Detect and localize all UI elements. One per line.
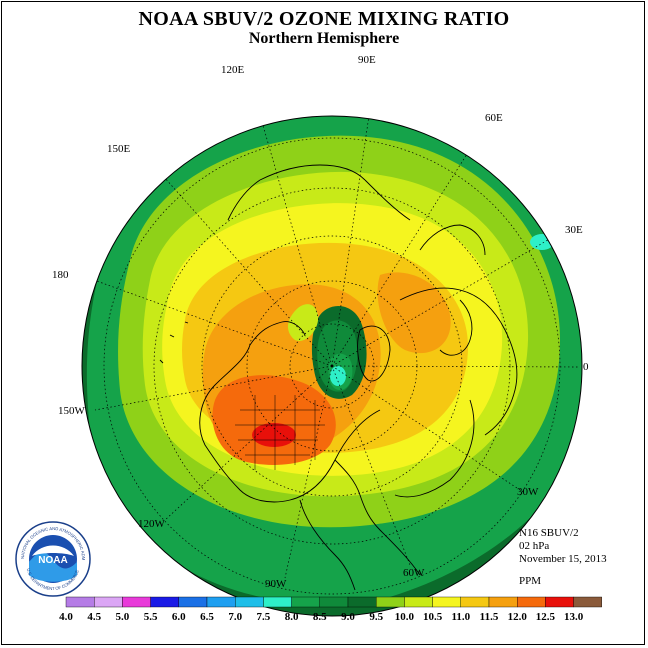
max-12.5 — [252, 423, 296, 447]
colorbar-tick-label: 11.5 — [480, 611, 499, 623]
isolated-7.5-blob — [530, 234, 554, 250]
colorbar-tick-label: 5.0 — [116, 611, 130, 623]
colorbar-swatch — [404, 596, 433, 608]
lon-label-90E: 90E — [358, 54, 376, 66]
colorbar-tick-label: 12.5 — [536, 611, 556, 623]
colorbar-swatch — [488, 596, 518, 608]
colorbar-swatch — [234, 596, 264, 608]
colorbar-tick-label: 4.5 — [87, 611, 101, 623]
colorbar-swatch — [319, 596, 349, 608]
band-12.0 — [212, 375, 336, 465]
colorbar-tick-label: 11.0 — [451, 611, 470, 623]
lon-label-180: 180 — [52, 269, 69, 281]
colorbar-tick-label: 7.5 — [257, 611, 271, 623]
globe-outline — [81, 115, 583, 617]
coastlines — [159, 164, 518, 591]
band-11.5-east — [377, 272, 451, 354]
colorbar-tick-label: 12.0 — [508, 611, 528, 623]
colorbar-swatch — [545, 596, 574, 608]
lon-label-30E: 30E — [565, 224, 583, 236]
colorbar-swatch — [178, 596, 208, 608]
lon-label-150W: 150W — [58, 405, 86, 417]
colorbar-tick-label: 10.0 — [395, 611, 415, 623]
streak-10.0 — [287, 304, 319, 341]
figure-title: NOAA SBUV/2 OZONE MIXING RATIO — [138, 8, 510, 30]
polar-min-7.5 — [330, 366, 346, 386]
lon-label-0: 0 — [583, 361, 589, 373]
colorbar: 4.0 4.5 5.0 5.5 6.0 6.5 7.0 7.5 8.0 8.5 9.0 9.5 10.0… — [59, 596, 602, 623]
colorbar-swatch — [122, 596, 151, 608]
lon-label-120W: 120W — [138, 518, 166, 530]
contour-field — [82, 116, 582, 616]
lon-label-30W: 30W — [517, 486, 539, 498]
us-state-borders — [235, 395, 325, 470]
logo-bird-icon — [32, 545, 74, 556]
colorbar-tick-label: 4.0 — [59, 611, 73, 623]
colorbar-swatch — [573, 596, 602, 608]
colorbar-tick-label: 8.5 — [313, 611, 327, 623]
noaa-logo: NOAA NATIONAL OCEANIC AND ATMOSPHERIC AD… — [14, 520, 91, 597]
colorbar-tick-label: 6.5 — [200, 611, 214, 623]
colorbar-tick-label: 5.5 — [144, 611, 158, 623]
colorbar-swatch — [517, 596, 546, 608]
colorbar-swatch — [93, 596, 123, 608]
colorbar-swatch — [347, 596, 377, 608]
colorbar-tick-label: 10.5 — [423, 611, 443, 623]
colorbar-tick-label: 7.0 — [228, 611, 242, 623]
colorbar-swatch — [376, 596, 405, 608]
lon-label-60W: 60W — [403, 567, 425, 579]
units-label: PPM — [519, 575, 542, 587]
level-label: 02 hPa — [519, 540, 550, 552]
lon-label-150E: 150E — [107, 143, 131, 155]
colorbar-tick-label: 8.0 — [285, 611, 299, 623]
instrument-label: N16 SBUV/2 — [519, 527, 579, 539]
logo-text: NOAA — [38, 555, 67, 566]
colorbar-swatch — [291, 596, 321, 608]
colorbar-tick-label: 6.0 — [172, 611, 186, 623]
colorbar-swatch — [432, 596, 462, 608]
colorbar-swatch — [65, 596, 95, 608]
lon-label-90W: 90W — [265, 578, 287, 590]
meridians — [82, 116, 581, 579]
colorbar-swatch — [206, 596, 236, 608]
date-label: November 15, 2013 — [519, 553, 607, 565]
colorbar-tick-label: 13.0 — [564, 611, 584, 623]
colorbar-swatch — [150, 596, 180, 608]
colorbar-tick-label: 9.0 — [341, 611, 355, 623]
colorbar-swatch — [460, 596, 490, 608]
logo-wave — [29, 551, 77, 582]
longitude-labels: 90E 60E 30E 0 30W 60W 90W 120W 150W 180 … — [52, 54, 589, 590]
colorbar-swatch — [263, 596, 292, 608]
colorbar-tick-label: 9.5 — [369, 611, 383, 623]
lon-label-60E: 60E — [485, 112, 503, 124]
lon-label-120E: 120E — [221, 64, 245, 76]
figure-subtitle: Northern Hemisphere — [248, 30, 400, 47]
